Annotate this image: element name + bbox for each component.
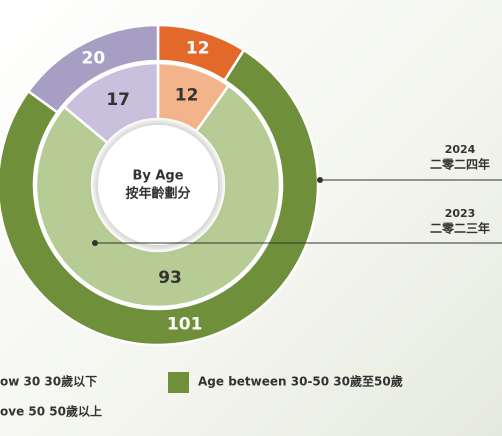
series-name-zh: 二零二四年 xyxy=(430,157,490,172)
donut-segment xyxy=(62,61,160,145)
legend-swatch xyxy=(168,372,189,393)
center-title: By Age xyxy=(132,169,183,184)
series-name: 2024 xyxy=(445,143,476,156)
data-label: 17 xyxy=(106,90,130,110)
data-label: 20 xyxy=(82,49,106,69)
donut-segment xyxy=(0,48,320,347)
data-label: 93 xyxy=(158,268,182,288)
legend-label: ove 50 50歲以上 xyxy=(0,404,102,419)
data-label: 12 xyxy=(175,85,199,105)
callout-dot xyxy=(92,240,98,246)
center-circle xyxy=(98,125,218,245)
series-name-zh: 二零二三年 xyxy=(430,221,490,236)
legend-label: ow 30 30歲以下 xyxy=(0,374,97,389)
callout-dot xyxy=(317,177,323,183)
data-label: 12 xyxy=(186,39,210,59)
series-name: 2023 xyxy=(445,207,476,220)
donut-segment xyxy=(34,83,282,309)
data-label: 101 xyxy=(167,314,203,334)
donut-segment xyxy=(26,23,160,115)
center-subtitle: 按年齡劃分 xyxy=(125,186,190,202)
legend-label: Age between 30-50 30歲至50歲 xyxy=(198,374,403,389)
